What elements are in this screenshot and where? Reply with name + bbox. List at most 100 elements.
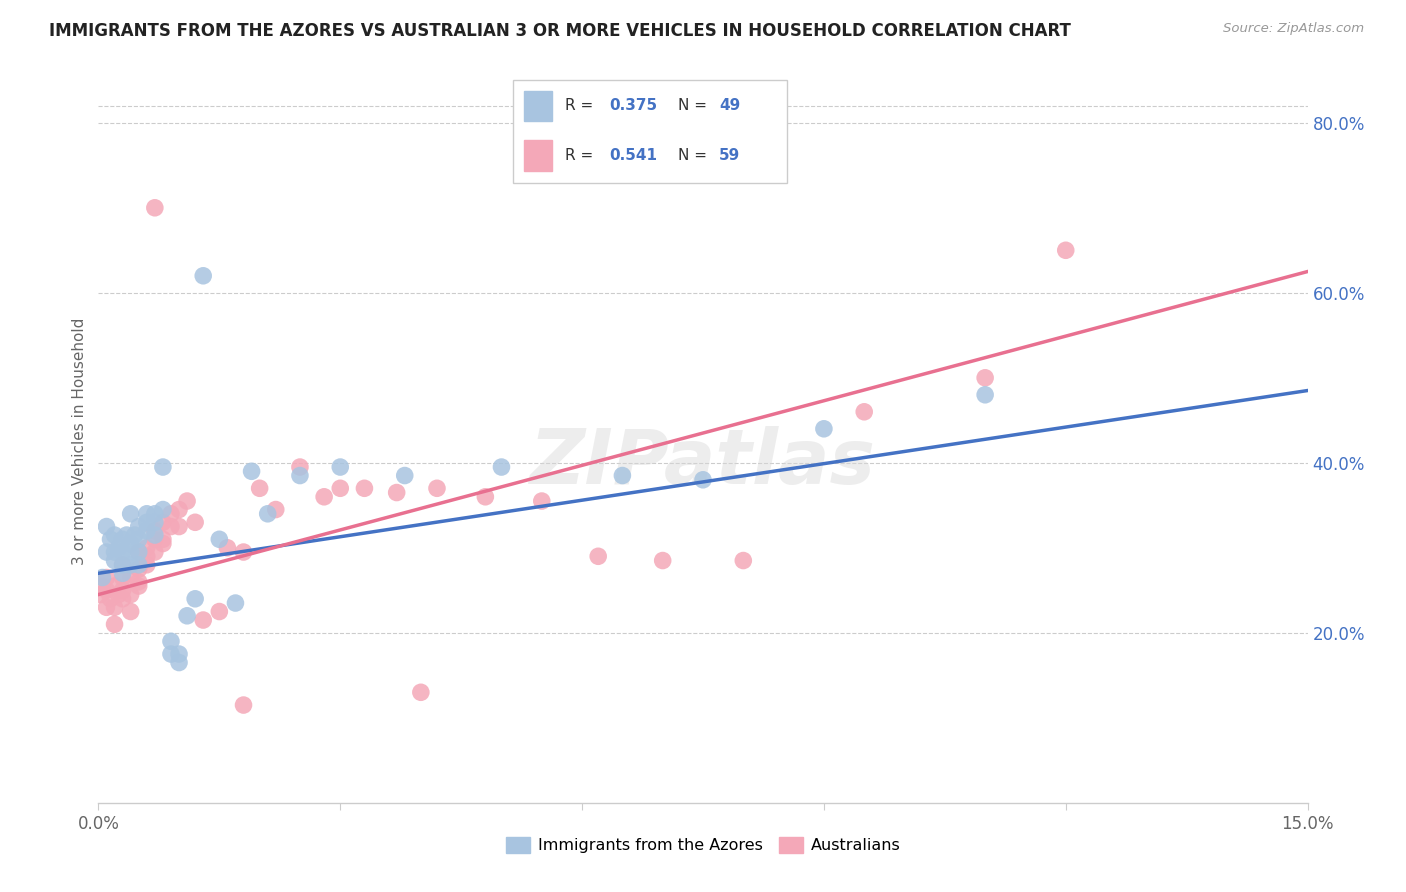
Point <box>103 528 125 542</box>
Point <box>90 588 112 602</box>
Point <box>264 502 287 516</box>
Point <box>120 545 142 559</box>
Point <box>160 507 183 521</box>
Point <box>143 545 166 559</box>
Point <box>107 588 129 602</box>
Point <box>232 698 254 712</box>
Point <box>100 591 122 606</box>
Point <box>107 541 129 555</box>
Point <box>232 545 254 559</box>
Point <box>167 519 190 533</box>
Point <box>135 507 157 521</box>
Point <box>120 558 142 572</box>
Point <box>135 558 157 572</box>
Point <box>651 553 673 567</box>
Point <box>853 405 876 419</box>
Bar <box>524 140 551 170</box>
Point <box>128 562 150 576</box>
Point <box>120 588 142 602</box>
Point <box>128 545 150 559</box>
Point <box>176 494 198 508</box>
Point <box>314 490 336 504</box>
Point <box>240 464 263 478</box>
Text: 0.541: 0.541 <box>609 148 657 162</box>
Point <box>143 201 166 215</box>
Point <box>111 545 134 559</box>
Point <box>100 533 122 547</box>
Point <box>96 600 118 615</box>
Point <box>176 608 198 623</box>
Bar <box>524 91 551 121</box>
Point <box>143 516 166 530</box>
Point <box>135 524 157 538</box>
Text: R =: R = <box>565 98 599 113</box>
Point <box>103 579 125 593</box>
Text: Source: ZipAtlas.com: Source: ZipAtlas.com <box>1223 22 1364 36</box>
Point <box>586 549 609 564</box>
Point <box>394 468 416 483</box>
Point <box>167 656 190 670</box>
Point <box>111 583 134 598</box>
Point <box>974 371 997 385</box>
Point <box>135 516 157 530</box>
Text: ZIPatlas: ZIPatlas <box>530 426 876 500</box>
Point <box>184 591 207 606</box>
Point <box>184 516 207 530</box>
Text: R =: R = <box>565 148 599 162</box>
Point <box>111 558 134 572</box>
Point <box>111 533 134 547</box>
Point <box>128 558 150 572</box>
Point <box>91 579 114 593</box>
Point <box>96 583 118 598</box>
Text: N =: N = <box>678 148 711 162</box>
Point <box>128 519 150 533</box>
Legend: Immigrants from the Azores, Australians: Immigrants from the Azores, Australians <box>499 830 907 860</box>
FancyBboxPatch shape <box>513 80 787 183</box>
Point <box>143 533 166 547</box>
Point <box>128 574 150 589</box>
Point <box>115 528 138 542</box>
Point <box>128 533 150 547</box>
Point <box>193 268 215 283</box>
Point <box>152 460 174 475</box>
Point <box>120 570 142 584</box>
Point <box>208 605 231 619</box>
Point <box>152 533 174 547</box>
Point <box>103 545 125 559</box>
Point <box>208 533 231 547</box>
Point <box>135 549 157 564</box>
Point <box>111 570 134 584</box>
Point <box>160 519 183 533</box>
Point <box>143 507 166 521</box>
Text: 49: 49 <box>718 98 740 113</box>
Point <box>96 570 118 584</box>
Text: N =: N = <box>678 98 711 113</box>
Point <box>288 468 311 483</box>
Point <box>288 460 311 475</box>
Point <box>813 422 835 436</box>
Point <box>530 494 553 508</box>
Point <box>111 566 134 581</box>
Point <box>135 541 157 555</box>
Point <box>128 545 150 559</box>
Text: 0.375: 0.375 <box>609 98 657 113</box>
Point <box>692 473 714 487</box>
Point <box>128 579 150 593</box>
Point <box>193 613 215 627</box>
Point <box>491 460 513 475</box>
Point <box>96 545 118 559</box>
Text: IMMIGRANTS FROM THE AZORES VS AUSTRALIAN 3 OR MORE VEHICLES IN HOUSEHOLD CORRELA: IMMIGRANTS FROM THE AZORES VS AUSTRALIAN… <box>49 22 1071 40</box>
Point <box>143 524 166 538</box>
Point <box>217 541 239 555</box>
Point <box>152 536 174 550</box>
Point <box>111 591 134 606</box>
Text: 59: 59 <box>718 148 740 162</box>
Point <box>103 600 125 615</box>
Point <box>974 388 997 402</box>
Point <box>329 460 352 475</box>
Point <box>409 685 432 699</box>
Point <box>160 647 183 661</box>
Y-axis label: 3 or more Vehicles in Household: 3 or more Vehicles in Household <box>72 318 87 566</box>
Point <box>124 528 146 542</box>
Point <box>474 490 496 504</box>
